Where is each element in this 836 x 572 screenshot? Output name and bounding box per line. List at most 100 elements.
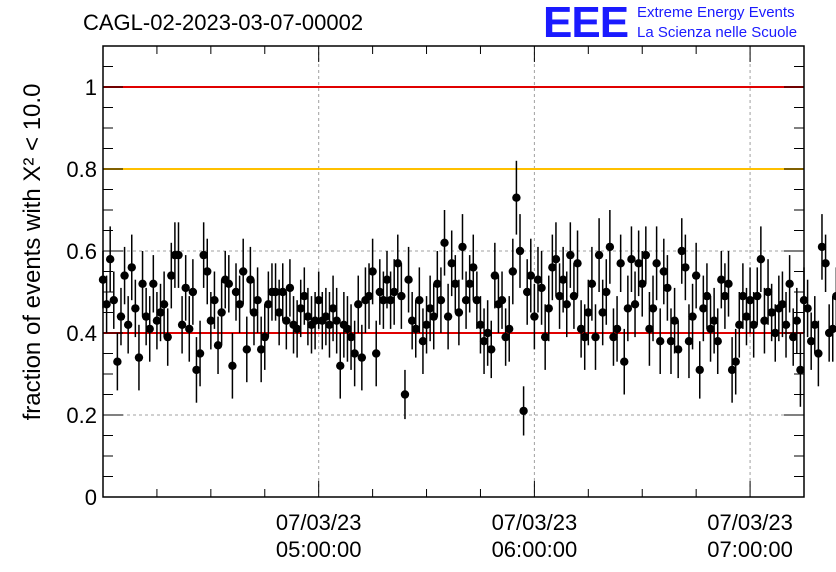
data-point <box>188 287 198 297</box>
x-tick-label-time: 07:00:00 <box>707 537 793 562</box>
data-point <box>753 291 762 301</box>
data-point <box>174 250 183 260</box>
data-point <box>364 291 374 301</box>
data-point <box>159 300 169 309</box>
data-point <box>152 316 162 325</box>
logo-line-2: La Scienza nelle Scuole <box>637 24 798 41</box>
data-point <box>123 320 133 329</box>
data-point <box>731 357 740 366</box>
data-point <box>343 324 352 334</box>
data-point <box>393 259 402 268</box>
data-point <box>134 353 144 362</box>
data-point <box>461 296 471 305</box>
data-point <box>256 345 266 354</box>
data-point <box>350 349 359 358</box>
data-point <box>224 279 234 288</box>
data-point <box>228 361 237 370</box>
data-point <box>587 279 597 288</box>
data-point <box>303 312 313 321</box>
data-point <box>476 320 485 329</box>
data-point <box>163 332 172 342</box>
data-point <box>181 283 190 293</box>
data-point <box>533 275 543 284</box>
data-point <box>562 300 571 309</box>
data-point <box>400 390 410 399</box>
data-point <box>566 250 575 260</box>
data-point <box>760 316 769 325</box>
data-point <box>796 365 805 375</box>
data-point <box>217 308 226 317</box>
data-point <box>684 337 694 346</box>
data-point <box>249 308 259 317</box>
data-point <box>695 365 704 375</box>
data-point <box>505 324 514 334</box>
data-point <box>156 308 165 317</box>
data-point <box>512 193 521 202</box>
data-point <box>501 332 510 342</box>
data-point <box>666 337 676 346</box>
y-tick-label: 0.4 <box>66 321 97 346</box>
chart-title: CAGL-02-2023-03-07-00002 <box>83 10 364 35</box>
data-point <box>325 320 334 329</box>
data-point <box>584 308 593 317</box>
data-point <box>120 271 129 280</box>
data-point <box>508 267 518 276</box>
data-point <box>828 324 836 334</box>
data-point <box>469 263 478 272</box>
data-point <box>519 406 528 416</box>
data-point <box>213 341 223 350</box>
data-point <box>544 304 553 313</box>
data-point <box>627 255 636 264</box>
data-point <box>735 320 744 329</box>
data-point <box>634 259 643 268</box>
data-point <box>713 337 722 346</box>
axis-ticks <box>102 45 805 498</box>
x-tick-label-time: 06:00:00 <box>492 537 578 562</box>
data-point <box>285 283 295 293</box>
y-tick-label: 0.2 <box>66 403 97 428</box>
data-point <box>616 259 625 268</box>
data-point <box>745 296 755 305</box>
data-point <box>781 320 791 329</box>
data-point <box>271 287 280 297</box>
data-point <box>145 324 154 334</box>
y-tick-label: 0 <box>85 485 97 510</box>
data-point <box>612 324 622 334</box>
data-point <box>336 361 345 370</box>
data-point <box>771 328 780 338</box>
data-point <box>422 320 431 329</box>
data-point <box>497 296 507 305</box>
data-point <box>479 337 489 346</box>
data-point <box>141 312 151 321</box>
data-point <box>558 275 568 284</box>
data-point <box>436 296 446 305</box>
data-point <box>756 255 766 264</box>
data-point <box>806 337 816 346</box>
data-point <box>605 242 615 252</box>
data-point <box>149 279 158 288</box>
data-point <box>551 255 561 264</box>
x-tick-label-date: 07/03/23 <box>492 510 578 535</box>
data-point <box>372 349 381 358</box>
data-point <box>832 291 836 301</box>
data-point <box>673 345 683 354</box>
data-point <box>749 320 758 329</box>
data-point <box>397 291 406 301</box>
data-point <box>490 271 500 280</box>
data-point <box>778 300 787 309</box>
data-point <box>645 324 654 334</box>
y-tick-label: 0.6 <box>66 239 97 264</box>
data-point <box>447 259 456 268</box>
data-point <box>127 263 136 272</box>
data-point <box>411 324 420 334</box>
data-point <box>105 255 115 264</box>
data-point <box>487 345 496 354</box>
data-point <box>235 300 244 309</box>
data-point <box>404 275 413 284</box>
data-point <box>451 279 460 288</box>
x-tick-label-date: 07/03/23 <box>707 510 793 535</box>
data-point <box>691 271 701 280</box>
data-point <box>810 320 819 329</box>
data-point <box>785 279 794 288</box>
